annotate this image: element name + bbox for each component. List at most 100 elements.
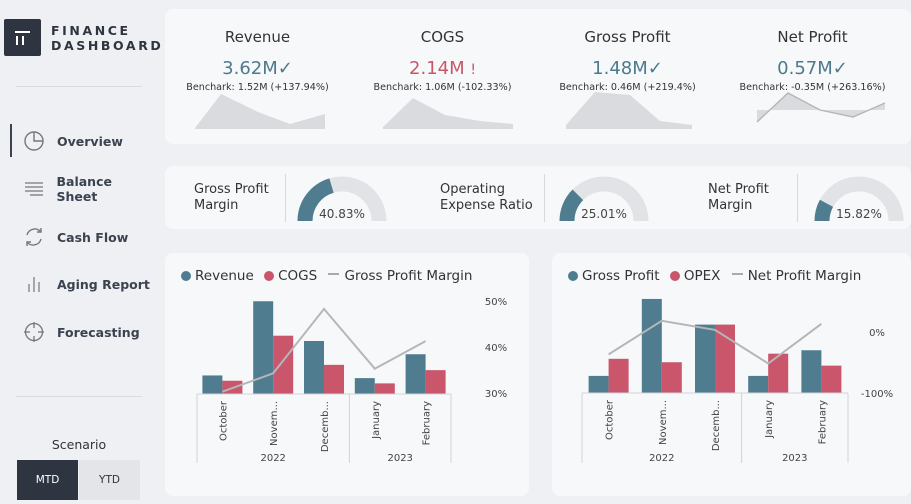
- kpi-sparkline: [383, 98, 513, 129]
- chart-bar: [405, 354, 426, 394]
- chart-bar: [273, 335, 294, 394]
- chart-bar: [253, 301, 274, 394]
- sidebar-item-aging-report[interactable]: Aging Report: [10, 267, 155, 301]
- check-icon: ✓: [277, 58, 293, 79]
- gauge-card: [165, 166, 911, 229]
- x-group-label: 2022: [649, 453, 674, 464]
- sidebar-item-cash-flow[interactable]: Cash Flow: [10, 220, 155, 254]
- crosshair-icon: [22, 320, 46, 344]
- legend-line-swatch: [328, 273, 340, 275]
- pie-chart-icon: [22, 129, 46, 153]
- gauge-fill: [814, 199, 834, 222]
- gauge-label-gross-profit-margin: Gross Profit Margin: [194, 182, 269, 214]
- x-tick-label: Novem...: [269, 401, 280, 446]
- chart-bar: [768, 353, 789, 393]
- kpi-title: COGS: [420, 28, 465, 46]
- app-title: FINANCE DASHBOARD: [51, 23, 163, 53]
- divider: [285, 174, 286, 222]
- logo-box: [4, 19, 41, 56]
- sidebar-item-label: Overview: [57, 133, 123, 149]
- check-icon: ✓: [647, 58, 663, 79]
- x-tick-label: February: [817, 400, 828, 444]
- sidebar-item-balance-sheet[interactable]: Balance Sheet: [10, 172, 155, 206]
- y-tick-label: 0%: [869, 328, 885, 339]
- kpi-revenue: Revenue 3.62M✓ Benchark: 1.52M (+137.94%…: [165, 9, 350, 154]
- kpi-value: 3.62M✓: [165, 58, 350, 79]
- chart-bar: [695, 324, 715, 393]
- kpi-cogs: COGS 2.14M ! Benchark: 1.06M (-102.33%): [350, 9, 535, 154]
- scenario-label: Scenario: [51, 437, 107, 452]
- x-group-label: 2023: [782, 453, 807, 464]
- gauge-label-line2: Expense Ratio: [440, 198, 533, 213]
- legend-item: Net Profit Margin: [747, 268, 862, 284]
- y-tick-label: 30%: [485, 389, 507, 400]
- kpi-sparkline: [195, 94, 325, 129]
- x-tick-label: October: [218, 400, 229, 441]
- gauge-label-line1: Operating: [440, 182, 505, 197]
- divider: [16, 86, 142, 87]
- x-tick-label: Novem...: [658, 400, 669, 445]
- chart-bar: [304, 341, 324, 394]
- chart-bar: [354, 378, 375, 394]
- chart-legend: Revenue COGS Gross Profit Margin: [181, 268, 472, 284]
- kpi-benchmark: Benchark: 1.06M (-102.33%): [373, 82, 512, 93]
- divider: [16, 396, 142, 397]
- gauge-fill: [559, 189, 584, 222]
- dashboard-logo-icon: [15, 31, 30, 45]
- chart-bar: [641, 298, 662, 393]
- sidebar-item-label: Aging Report: [57, 276, 150, 292]
- kpi-benchmark: Benchark: 0.46M (+219.4%): [559, 82, 696, 93]
- gauge-label-line1: Gross Profit: [194, 182, 269, 197]
- y-tick-label: 40%: [485, 343, 507, 354]
- legend-item: OPEX: [683, 268, 721, 284]
- refresh-arrows-icon: [22, 225, 46, 249]
- x-tick-label: October: [605, 399, 616, 440]
- kpi-benchmark: Benchark: -0.35M (+263.16%): [739, 82, 886, 93]
- kpi-value: 0.57M✓: [720, 58, 905, 79]
- sidebar-item-label: Forecasting: [57, 324, 140, 340]
- alert-icon: !: [470, 62, 476, 78]
- chart-bar: [661, 362, 682, 393]
- legend-swatch: [669, 271, 680, 281]
- x-tick-label: Decemb...: [320, 401, 331, 452]
- kpi-net-profit: Net Profit 0.57M✓ Benchark: -0.35M (+263…: [720, 9, 905, 154]
- kpi-value: 2.14M !: [350, 58, 535, 79]
- divider: [544, 174, 545, 222]
- sidebar-item-overview[interactable]: Overview: [10, 124, 155, 158]
- chart-card-revenue: [165, 253, 529, 496]
- bar-chart-icon: [22, 272, 46, 296]
- gauge-label-line2: Margin: [194, 198, 239, 213]
- x-tick-label: February: [422, 401, 433, 445]
- legend-item: Gross Profit Margin: [344, 268, 473, 284]
- legend-item: Gross Profit: [582, 268, 660, 284]
- chart-bar: [608, 358, 629, 393]
- gauge-label-net-profit-margin: Net Profit Margin: [708, 182, 769, 214]
- chart-bar: [324, 364, 344, 394]
- x-group-label: 2023: [387, 453, 412, 464]
- kpi-title: Gross Profit: [584, 28, 671, 46]
- legend-swatch: [264, 271, 275, 281]
- y-tick-label: -100%: [861, 389, 893, 400]
- gauge-label-opex-ratio: Operating Expense Ratio: [440, 182, 533, 214]
- kpi-card: Revenue 3.62M✓ Benchark: 1.52M (+137.94%…: [165, 9, 911, 144]
- scenario-ytd-button[interactable]: YTD: [79, 460, 140, 500]
- chart-bar: [748, 375, 769, 393]
- gauge-label-line2: Margin: [708, 198, 753, 213]
- chart-bar: [374, 383, 395, 394]
- legend-item: COGS: [278, 268, 318, 284]
- gauge-value: 40.83%: [319, 207, 365, 221]
- legend-line-swatch: [731, 273, 743, 275]
- app-title-line1: FINANCE: [51, 23, 131, 38]
- gauge-label-line1: Net Profit: [708, 182, 769, 197]
- chart-bar: [801, 350, 822, 393]
- chart-bar: [715, 324, 735, 393]
- scenario-mtd-button[interactable]: MTD: [17, 460, 78, 500]
- chart-legend: Gross Profit OPEX Net Profit Margin: [568, 268, 861, 284]
- divider: [797, 174, 798, 222]
- check-icon: ✓: [832, 58, 848, 79]
- sidebar-item-label: Cash Flow: [57, 229, 129, 245]
- chart-line: [608, 319, 822, 365]
- kpi-value-text: 3.62M: [222, 58, 278, 79]
- sidebar-item-forecasting[interactable]: Forecasting: [10, 315, 155, 349]
- kpi-benchmark: Benchark: 1.52M (+137.94%): [186, 82, 329, 93]
